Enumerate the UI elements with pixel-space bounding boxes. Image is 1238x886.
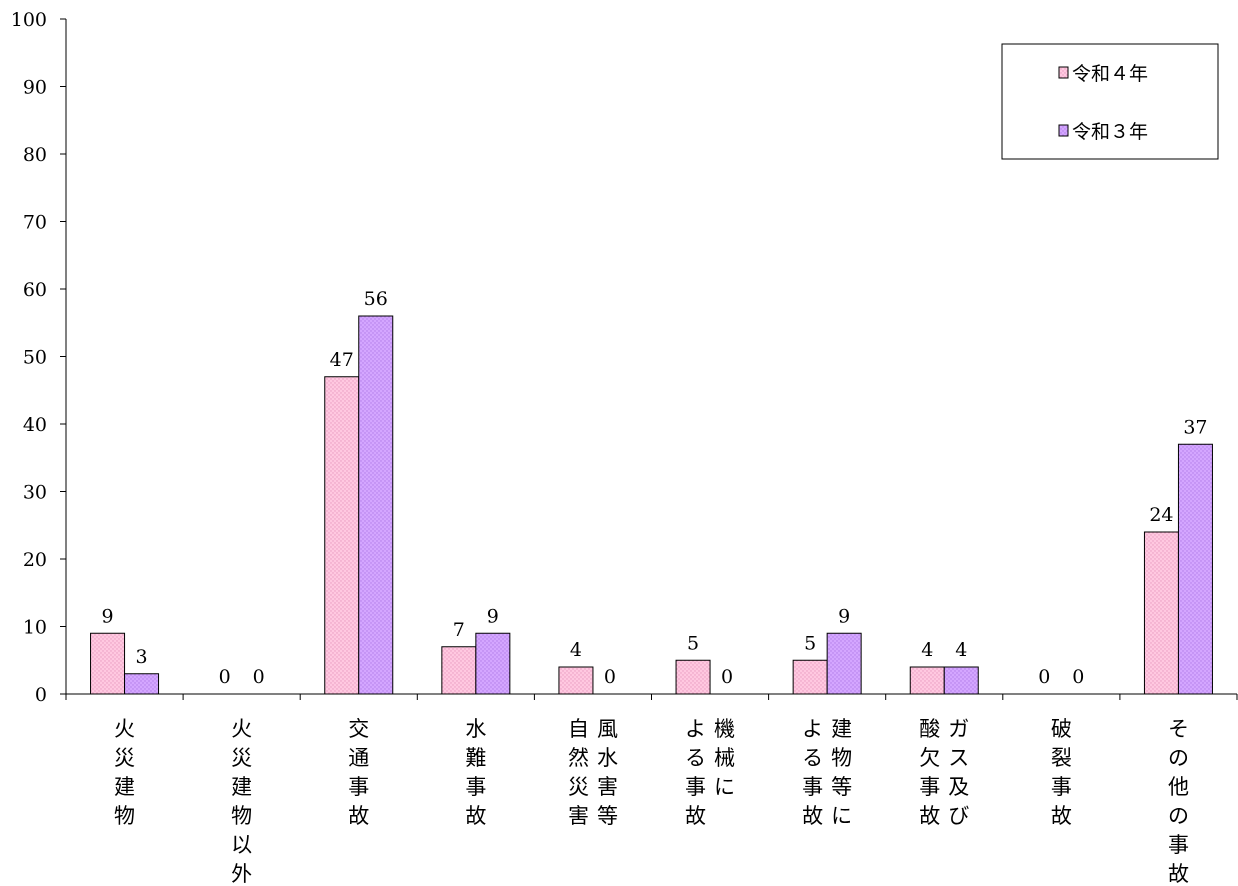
bar-2022 — [558, 666, 594, 695]
x-axis — [65, 693, 1238, 700]
category-label: 火災建物 — [114, 717, 135, 828]
y-tick-label: 70 — [23, 212, 47, 234]
category-label-column: よる事故 — [685, 717, 706, 828]
value-label: 9 — [487, 605, 499, 627]
legend-label-2022: 令和４年 — [1072, 63, 1148, 85]
category-label: 水難事故 — [465, 717, 486, 828]
category-label: 火災建物以外 — [231, 717, 252, 886]
legend-box — [1001, 43, 1219, 160]
category-label-column: 火災建物 — [114, 717, 135, 828]
value-label: 4 — [921, 639, 933, 661]
category-label-column: 水難事故 — [465, 717, 486, 828]
category-label-column: 自然災害 — [568, 717, 589, 828]
category-label-column: 機械に — [714, 717, 735, 799]
bar-2021 — [1177, 443, 1213, 695]
category-label: その他の事故 — [1168, 717, 1189, 886]
y-tick-label: 40 — [23, 414, 47, 436]
value-label: 4 — [570, 639, 582, 661]
bar-2022 — [324, 376, 360, 695]
category-label-column: よる事故 — [802, 717, 823, 828]
value-label: 0 — [253, 666, 265, 688]
bars — [90, 315, 1213, 695]
y-tick-label: 100 — [11, 9, 47, 31]
bar-2021 — [826, 632, 862, 695]
y-tick-label: 0 — [35, 684, 47, 706]
category-label-column: 酸欠事故 — [919, 717, 940, 828]
category-label-column: 火災建物以外 — [231, 717, 252, 886]
category-labels: 火災建物火災建物以外交通事故水難事故風水害等自然災害機械による事故建物等による事… — [114, 717, 1189, 886]
y-tick-label: 90 — [23, 77, 47, 99]
bar-2021 — [124, 673, 160, 695]
value-label: 0 — [219, 666, 231, 688]
y-tick-label: 60 — [23, 279, 47, 301]
value-label: 5 — [687, 632, 699, 654]
value-label: 0 — [1072, 666, 1084, 688]
y-tick-label: 20 — [23, 549, 47, 571]
y-tick-label: 80 — [23, 144, 47, 166]
value-label: 56 — [364, 288, 388, 310]
category-label-column: 交通事故 — [348, 717, 369, 828]
value-label: 37 — [1183, 416, 1207, 438]
legend-swatch-2021 — [1058, 124, 1069, 137]
category-label-column: その他の事故 — [1168, 717, 1189, 886]
legend-label-2021: 令和３年 — [1072, 121, 1148, 143]
value-label: 5 — [804, 632, 816, 654]
bar-2022 — [792, 659, 828, 695]
category-label: 破裂事故 — [1051, 717, 1072, 828]
value-label: 9 — [838, 605, 850, 627]
value-label: 9 — [102, 605, 114, 627]
value-label: 0 — [604, 666, 616, 688]
value-label: 4 — [955, 639, 967, 661]
category-label-column: 建物等に — [831, 717, 852, 828]
bar-2021 — [358, 315, 394, 695]
bar-2022 — [909, 666, 945, 695]
value-label: 24 — [1149, 504, 1173, 526]
legend-swatch-2022 — [1058, 66, 1069, 79]
y-tick-label: 50 — [23, 347, 47, 369]
category-label: 交通事故 — [348, 717, 369, 828]
value-label: 7 — [453, 619, 465, 641]
bar-2021 — [943, 666, 979, 695]
bar-2022 — [675, 659, 711, 695]
bar-2022 — [441, 646, 477, 695]
category-label-column: 破裂事故 — [1051, 717, 1072, 828]
legend: 令和４年 令和３年 — [1001, 43, 1219, 160]
value-label: 3 — [136, 646, 148, 668]
bar-2021 — [475, 632, 511, 695]
category-label-column: 風水害等 — [597, 717, 618, 828]
bar-2022 — [90, 632, 126, 695]
category-label-column: ガス及び — [948, 717, 969, 828]
value-label: 0 — [721, 666, 733, 688]
value-label: 0 — [1038, 666, 1050, 688]
y-tick-label: 10 — [23, 617, 47, 639]
bar-2022 — [1143, 531, 1179, 695]
y-tick-label: 30 — [23, 482, 47, 504]
value-label: 47 — [330, 349, 354, 371]
y-axis: 0 10 20 30 40 50 60 70 80 90 100 — [11, 9, 67, 706]
